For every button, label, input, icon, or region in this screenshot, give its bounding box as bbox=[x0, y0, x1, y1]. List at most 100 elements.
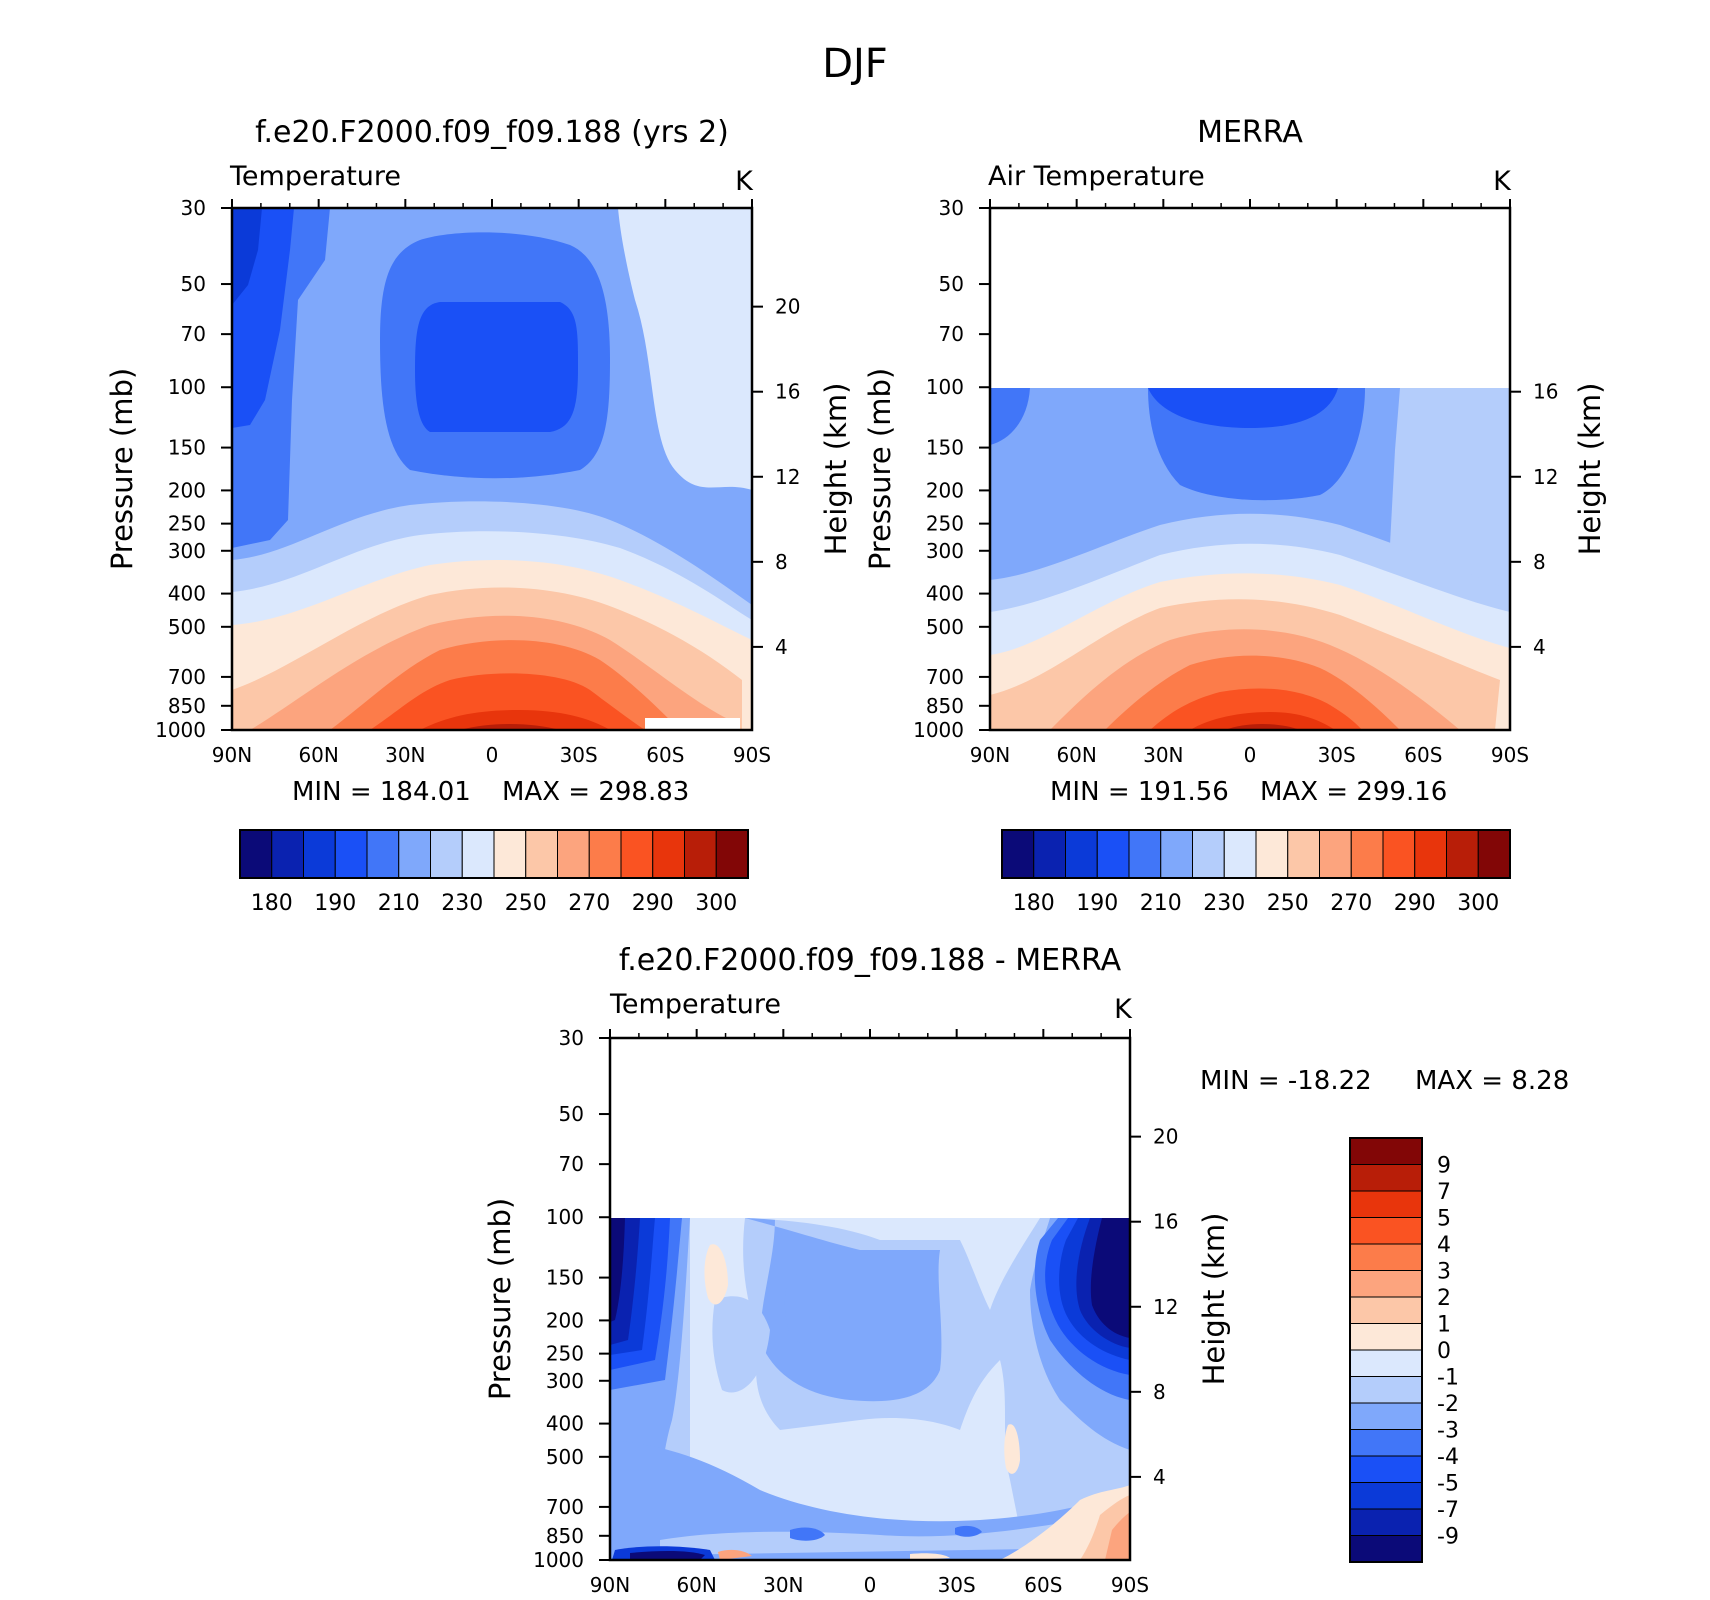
colorbar-label: 190 bbox=[314, 891, 356, 916]
y-tick-label: 700 bbox=[546, 1495, 584, 1519]
x-tick-label: 0 bbox=[1244, 743, 1257, 767]
contour-band bbox=[1148, 388, 1338, 428]
colorbar-box bbox=[1349, 1323, 1423, 1351]
height-tick-label: 12 bbox=[775, 465, 800, 489]
colorbar-label: -5 bbox=[1437, 1472, 1459, 1497]
contour-band bbox=[460, 724, 560, 730]
colorbar-box bbox=[1096, 829, 1130, 879]
colorbar-box bbox=[1349, 1429, 1423, 1457]
height-tick-label: 12 bbox=[1533, 465, 1558, 489]
colorbar-box bbox=[430, 829, 463, 879]
colorbar-label: 180 bbox=[1013, 891, 1055, 916]
colorbar-label: 210 bbox=[378, 891, 420, 916]
y-tick-label: 150 bbox=[926, 436, 964, 460]
figure-title: DJF bbox=[822, 41, 888, 87]
max-label: MAX = 8.28 bbox=[1415, 1066, 1569, 1096]
units-label: K bbox=[1114, 994, 1133, 1025]
x-tick-label: 30S bbox=[938, 1573, 976, 1597]
x-tick-label: 90N bbox=[970, 743, 1010, 767]
y-tick-label: 250 bbox=[546, 1342, 584, 1366]
contour-band bbox=[1004, 1424, 1020, 1474]
colorbar-box bbox=[1255, 829, 1289, 879]
x-tick-label: 60N bbox=[298, 743, 338, 767]
contour-band bbox=[618, 208, 752, 490]
height-tick-label: 4 bbox=[775, 635, 788, 659]
colorbar-box bbox=[1349, 1243, 1423, 1271]
contour-field bbox=[610, 1218, 1130, 1560]
height-tick-label: 20 bbox=[775, 295, 800, 319]
colorbar-label: 270 bbox=[1330, 891, 1372, 916]
colorbar-label: 250 bbox=[505, 891, 547, 916]
y-tick-label: 500 bbox=[926, 615, 964, 639]
x-tick-label: 90S bbox=[1491, 743, 1529, 767]
panel-title: f.e20.F2000.f09_f09.188 (yrs 2) bbox=[255, 115, 729, 150]
x-tick-label: 60S bbox=[646, 743, 684, 767]
height-tick-label: 4 bbox=[1533, 635, 1546, 659]
variable-label: Temperature bbox=[609, 989, 781, 1020]
contour-band bbox=[415, 302, 578, 432]
colorbar: 180 190 210 230 250 270 290 300 bbox=[239, 829, 749, 916]
colorbar-box bbox=[1349, 1402, 1423, 1430]
y-tick-label: 250 bbox=[926, 512, 964, 536]
x-tick-label: 0 bbox=[486, 743, 499, 767]
y-tick-label: 300 bbox=[168, 539, 206, 563]
x-tick-label: 30N bbox=[763, 1573, 803, 1597]
colorbar-label: 290 bbox=[632, 891, 674, 916]
x-tick-label: 60N bbox=[1056, 743, 1096, 767]
y-tick-label: 400 bbox=[168, 582, 206, 606]
colorbar-box bbox=[588, 829, 622, 879]
colorbar-frame bbox=[1349, 1137, 1423, 1563]
colorbar: 180 190 210 230 250 270 290 300 bbox=[1001, 829, 1511, 916]
y-tick-label: 1000 bbox=[913, 718, 964, 742]
colorbar-box bbox=[1033, 829, 1066, 879]
y-tick-label: 500 bbox=[546, 1445, 584, 1469]
colorbar-box bbox=[334, 829, 368, 879]
x-tick-label: 60S bbox=[1024, 1573, 1062, 1597]
y-tick-label: 200 bbox=[926, 478, 964, 502]
colorbar-box bbox=[1349, 1217, 1423, 1245]
max-label: MAX = 298.83 bbox=[502, 777, 689, 807]
colorbar-box bbox=[1349, 1270, 1423, 1298]
colorbar-box bbox=[1349, 1508, 1423, 1536]
y-axis-label: Pressure (mb) bbox=[483, 1198, 517, 1400]
min-label: MIN = 191.56 bbox=[1050, 777, 1229, 807]
colorbar-box bbox=[461, 829, 495, 879]
contour-band bbox=[610, 1440, 1130, 1560]
min-label: MIN = 184.01 bbox=[292, 777, 471, 807]
colorbar-box bbox=[1349, 1349, 1423, 1377]
y-tick-label: 50 bbox=[181, 272, 206, 296]
colorbar-box bbox=[366, 829, 400, 879]
y-axis-label: Pressure (mb) bbox=[105, 368, 139, 570]
y-tick-label: 70 bbox=[181, 322, 206, 346]
colorbar-box bbox=[1382, 829, 1416, 879]
colorbar-box bbox=[1349, 1376, 1423, 1404]
colorbar-box bbox=[1477, 829, 1511, 879]
colorbar-label: 300 bbox=[695, 891, 737, 916]
x-tick-label: 30S bbox=[560, 743, 598, 767]
contour-band bbox=[784, 1274, 830, 1344]
y-tick-label: 30 bbox=[939, 196, 964, 220]
colorbar-label: 210 bbox=[1140, 891, 1182, 916]
contour-band bbox=[1190, 712, 1335, 730]
colorbar-box bbox=[1349, 1190, 1423, 1218]
colorbar-label: -1 bbox=[1437, 1366, 1459, 1391]
colorbar-frame bbox=[239, 829, 749, 879]
y-tick-label: 400 bbox=[546, 1412, 584, 1436]
colorbar-box bbox=[1414, 829, 1447, 879]
colorbar-box bbox=[1349, 1137, 1423, 1165]
height-tick-label: 16 bbox=[1533, 380, 1558, 404]
colorbar-label: -9 bbox=[1437, 1525, 1459, 1550]
colorbar-box bbox=[1065, 829, 1098, 879]
colorbar-box bbox=[1349, 1296, 1423, 1324]
colorbar-label: 300 bbox=[1457, 891, 1499, 916]
y-tick-label: 100 bbox=[168, 375, 206, 399]
max-label: MAX = 299.16 bbox=[1260, 777, 1447, 807]
axis-ticks: 90N 60N 30N 0 30S 60S 90S 30 50 70 100 150 200 250 300… bbox=[913, 196, 1558, 767]
panel-model: f.e20.F2000.f09_f09.188 (yrs 2) Temperat… bbox=[105, 115, 853, 916]
colorbar-box bbox=[493, 829, 527, 879]
contour-band bbox=[690, 1218, 1040, 1540]
contour-band bbox=[1105, 1512, 1130, 1560]
colorbar-label: -2 bbox=[1437, 1392, 1459, 1417]
